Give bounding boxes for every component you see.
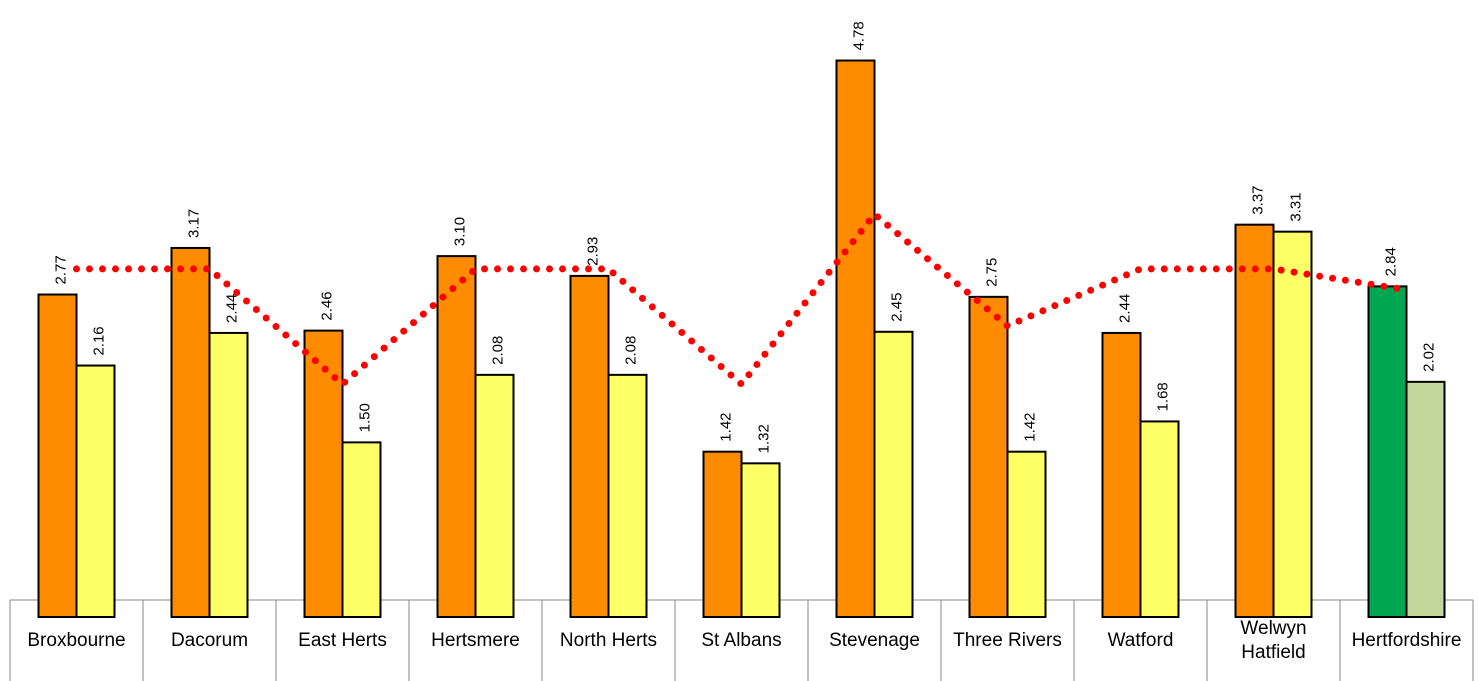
value-label: 1.42	[717, 412, 734, 441]
bar	[1234, 223, 1275, 619]
bar	[873, 330, 914, 618]
x-tick-label: Hertfordshire	[1351, 629, 1462, 651]
x-tick-label: Welwyn Hatfield	[1240, 617, 1307, 663]
x-tick-label: North Herts	[559, 629, 658, 651]
bar	[170, 246, 211, 619]
bar	[1405, 380, 1446, 619]
bar	[1272, 230, 1313, 618]
value-label: 4.78	[850, 21, 867, 50]
bar	[1367, 285, 1408, 618]
value-label: 2.02	[1420, 343, 1437, 372]
bar	[1139, 420, 1180, 618]
bar	[474, 373, 515, 618]
bar	[341, 441, 382, 618]
bar	[740, 462, 781, 618]
bar	[1006, 450, 1047, 618]
x-tick-label: East Herts	[298, 629, 387, 651]
value-label: 2.75	[983, 258, 1000, 287]
x-tick-label: Dacorum	[170, 629, 249, 651]
bar	[968, 295, 1009, 618]
bar	[1101, 331, 1142, 618]
value-label: 2.16	[90, 326, 107, 355]
x-tick-label: Three Rivers	[953, 629, 1062, 651]
value-label: 2.45	[888, 293, 905, 322]
x-tick-label: Hertsmere	[431, 629, 520, 651]
bar	[208, 331, 249, 618]
value-label: 2.08	[622, 336, 639, 365]
value-label: 1.32	[755, 424, 772, 453]
x-tick-label: Stevenage	[829, 629, 920, 651]
x-tick-label: Broxbourne	[27, 629, 126, 651]
value-label: 3.10	[451, 217, 468, 246]
x-tick-label: Watford	[1107, 629, 1174, 651]
value-label: 2.44	[223, 294, 240, 323]
bar	[436, 255, 477, 618]
bar	[702, 450, 743, 618]
trend-line	[73, 209, 1410, 390]
value-label: 3.31	[1287, 192, 1304, 221]
x-tick-label: St Albans	[701, 629, 782, 651]
value-label: 1.50	[356, 403, 373, 432]
bar	[835, 59, 876, 619]
value-label: 1.42	[1021, 412, 1038, 441]
value-label: 1.68	[1154, 382, 1171, 411]
value-label: 3.37	[1249, 185, 1266, 214]
value-label: 3.17	[185, 209, 202, 238]
value-label: 2.93	[584, 237, 601, 266]
bar	[303, 329, 344, 618]
value-label: 2.08	[489, 336, 506, 365]
bar	[569, 274, 610, 618]
bar	[607, 373, 648, 618]
value-label: 2.44	[1116, 294, 1133, 323]
bar	[75, 364, 116, 618]
value-label: 2.46	[318, 291, 335, 320]
bar	[37, 293, 78, 618]
value-label: 2.77	[52, 255, 69, 284]
value-label: 2.84	[1382, 247, 1399, 276]
